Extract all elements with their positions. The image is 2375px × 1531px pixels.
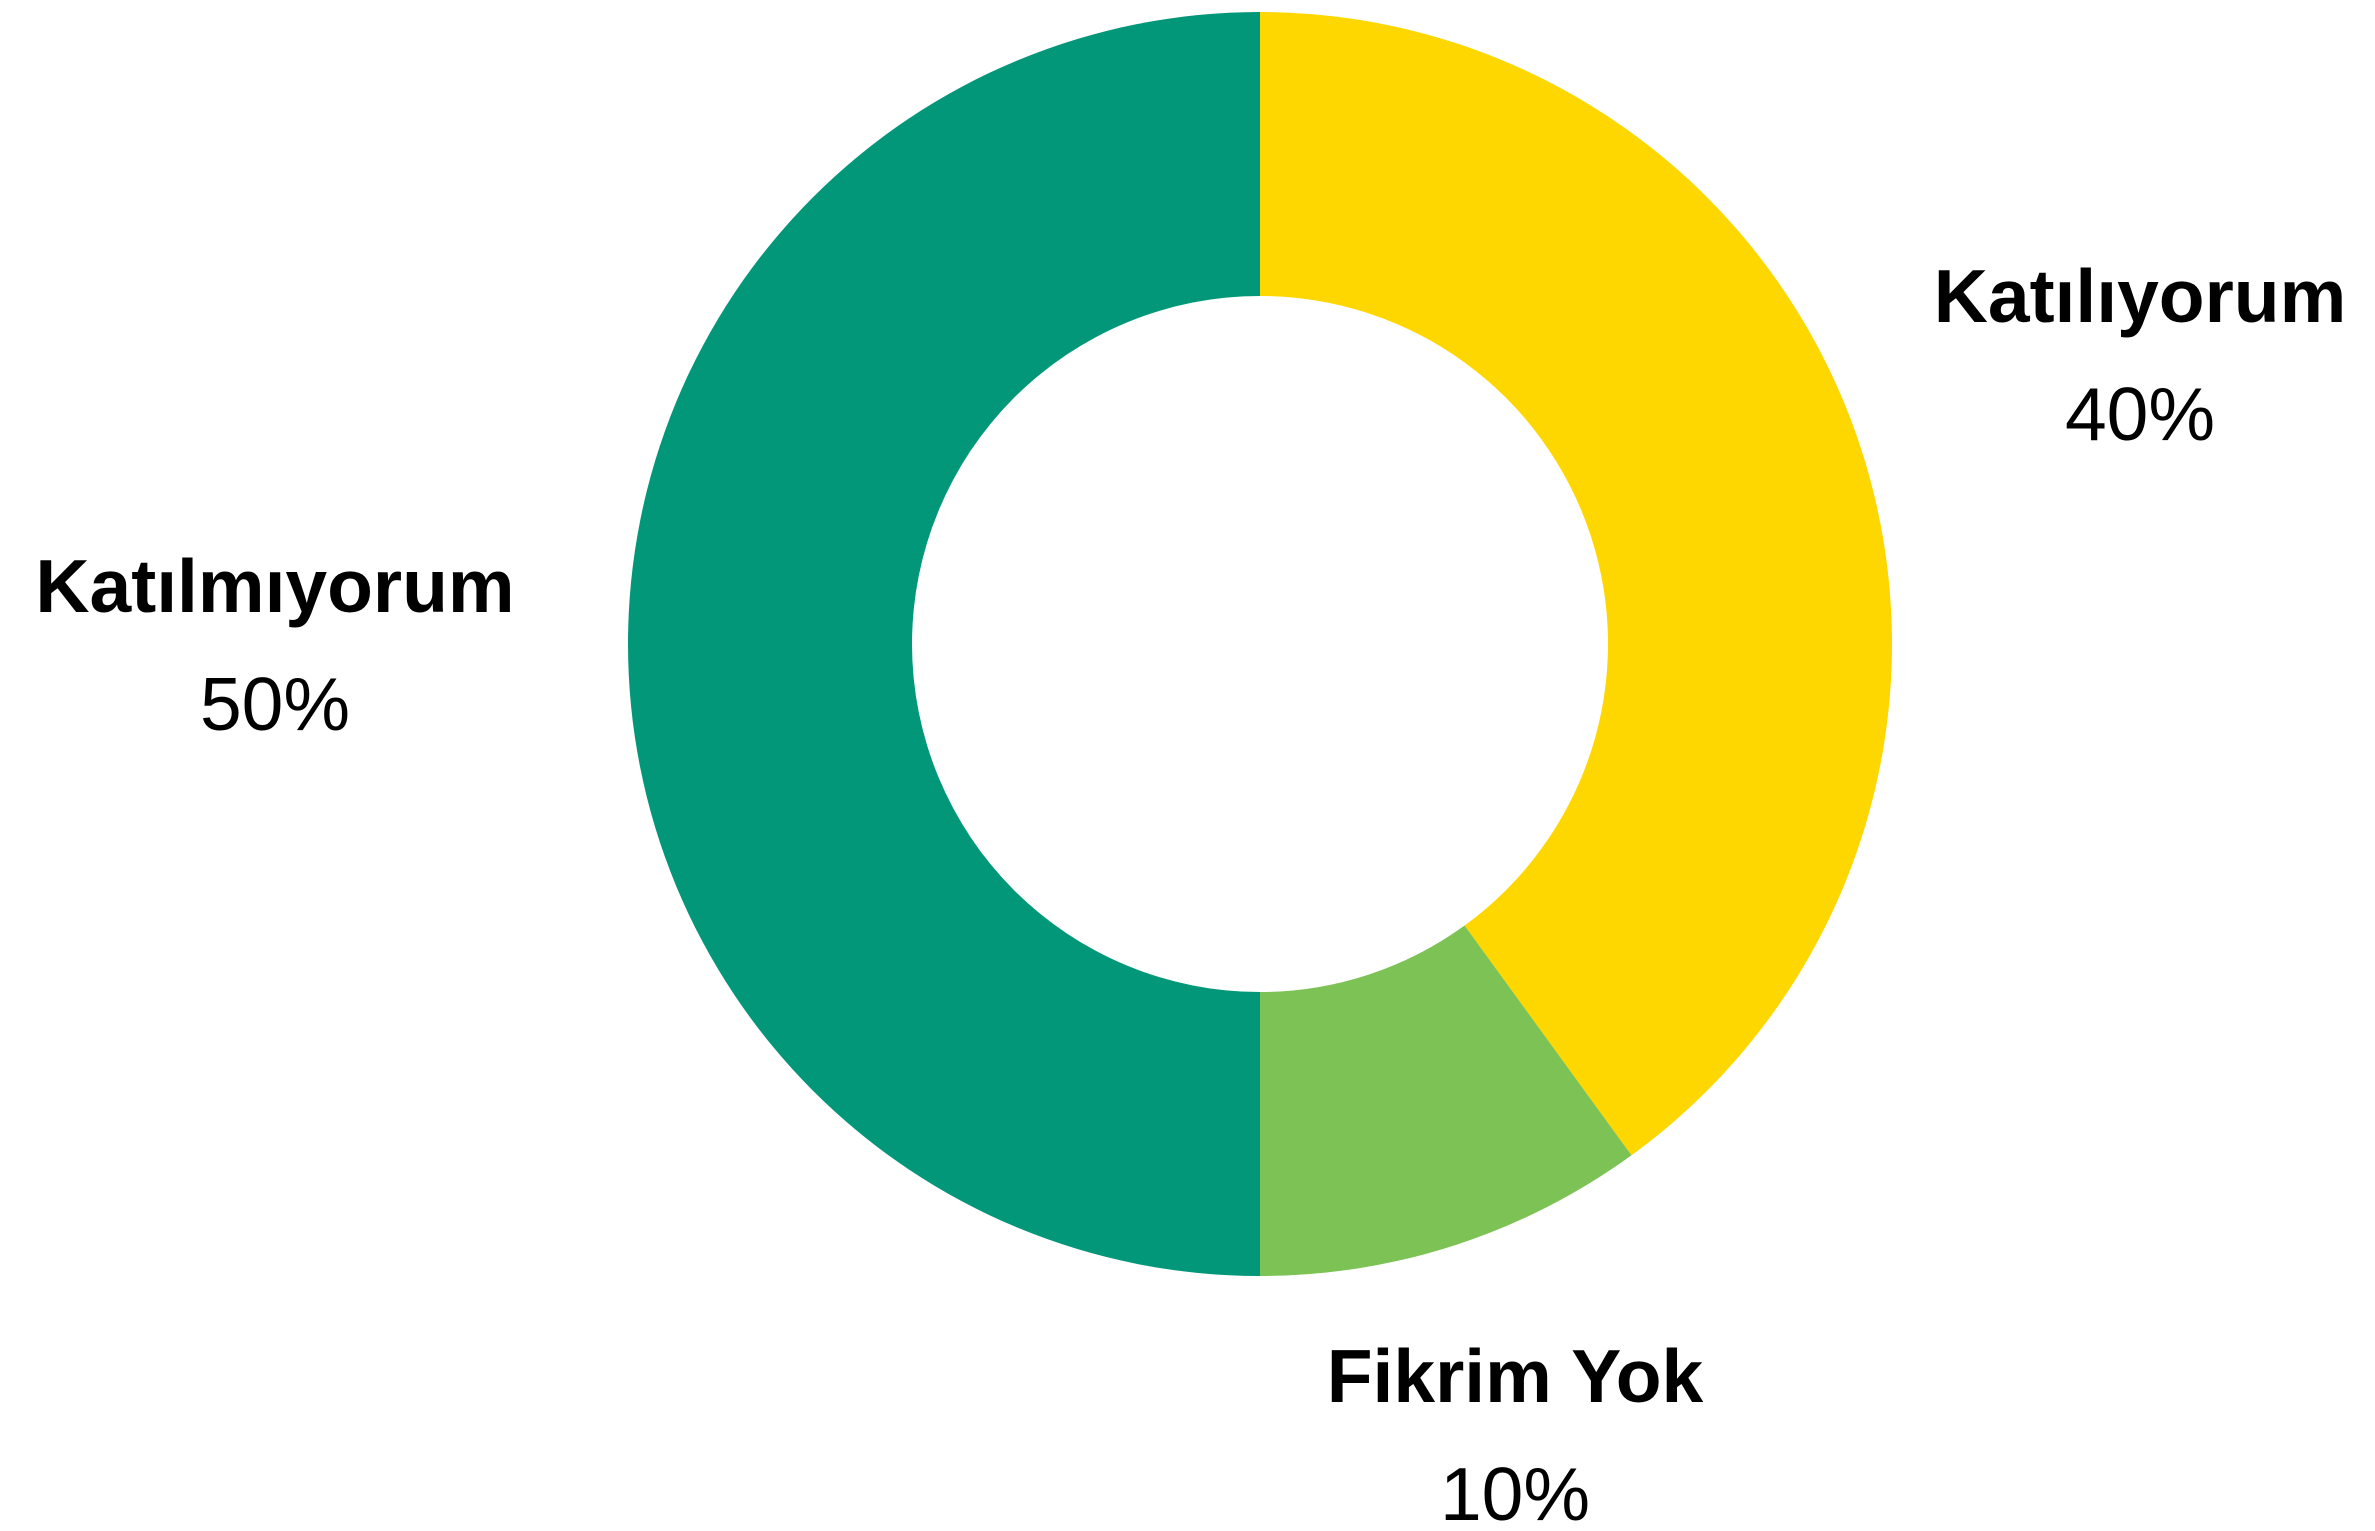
slice-value-katiliyorum: 40% [2065, 372, 2215, 456]
donut-slice-fikrim-yok [1260, 925, 1632, 1276]
slice-value-katilmiyorum: 50% [200, 662, 350, 746]
donut-slice-katiliyorum [1260, 12, 1892, 1156]
slice-labels: Katılıyorum 40% Fikrim Yok 10% Katılmıyo… [35, 254, 2346, 1531]
donut-slice-katilmiyorum [628, 12, 1260, 1276]
slice-label-katilmiyorum: Katılmıyorum [35, 544, 514, 628]
slice-label-fikrim-yok: Fikrim Yok [1327, 1334, 1704, 1418]
slice-value-fikrim-yok: 10% [1440, 1452, 1590, 1531]
donut-slices [628, 12, 1892, 1276]
slice-label-katiliyorum: Katılıyorum [1934, 254, 2347, 338]
